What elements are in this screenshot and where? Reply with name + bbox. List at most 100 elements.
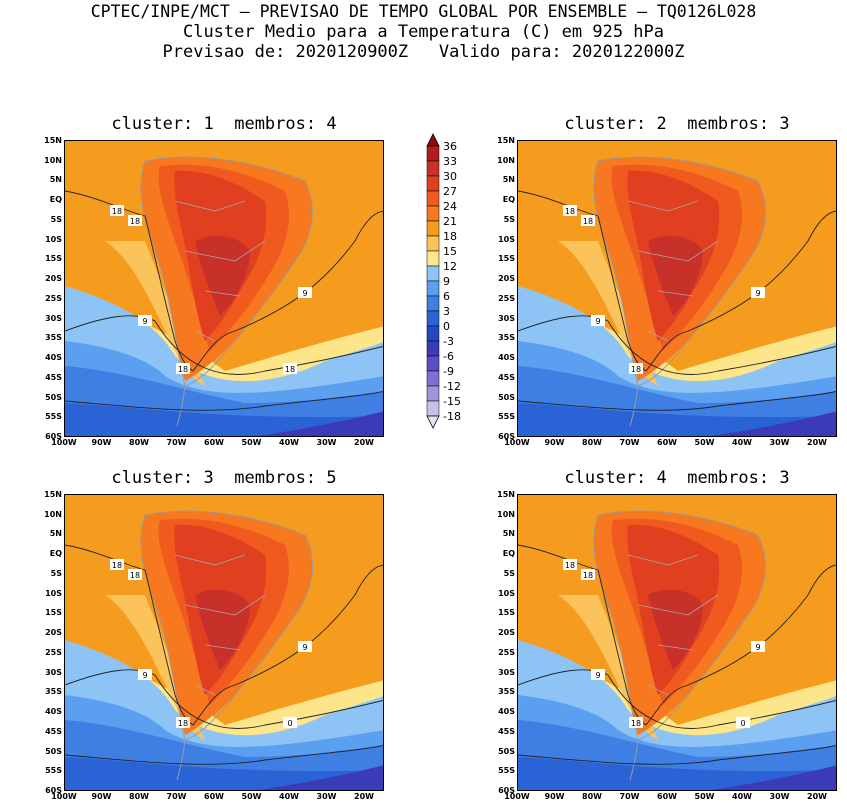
x-tick-label: 60W	[204, 438, 224, 447]
y-tick-label: 30S	[45, 313, 62, 323]
x-tick-label: 90W	[91, 438, 112, 447]
colorbar-swatch	[426, 205, 440, 222]
colorbar-swatch	[426, 325, 440, 342]
header-line-1: CPTEC/INPE/MCT – PREVISAO DE TEMPO GLOBA…	[90, 2, 757, 21]
y-tick-label: 10S	[45, 234, 62, 244]
y-tick-label: 45S	[45, 726, 62, 736]
y-tick-label: 40S	[498, 707, 515, 717]
y-tick-label: 30S	[498, 667, 515, 677]
panel-2-title: cluster: 2 membros: 3	[564, 114, 790, 134]
contour-label: 18	[283, 363, 297, 374]
contour-label: 9	[298, 287, 312, 298]
svg-text:18: 18	[130, 571, 140, 580]
contour-line	[518, 315, 836, 375]
colorbar: 36 33 30 27 24 21 18 15 12 9 6 3 0 -3 -6 -9 -12 -15 -18	[423, 132, 493, 446]
svg-text:18: 18	[565, 561, 575, 570]
y-tick-label: 45S	[498, 372, 515, 382]
svg-text:9: 9	[755, 289, 760, 298]
contour-line	[65, 544, 383, 726]
contour-label: 9	[751, 641, 765, 652]
contour-line	[518, 190, 836, 372]
svg-text:18: 18	[178, 365, 188, 374]
y-tick-label: 10S	[498, 234, 515, 244]
contour-line	[518, 390, 836, 411]
x-tick-label: 70W	[619, 792, 640, 801]
colorbar-swatch	[426, 355, 440, 372]
contour-label: 18	[563, 205, 577, 216]
svg-text:18: 18	[178, 719, 188, 728]
y-tick-label: EQ	[502, 549, 515, 559]
colorbar-label: -3	[443, 335, 454, 348]
colorbar-label: 27	[443, 185, 457, 198]
temperature-band	[258, 411, 383, 436]
svg-text:18: 18	[130, 217, 140, 226]
svg-text:18: 18	[565, 207, 575, 216]
y-tick-label: 10N	[44, 509, 62, 519]
svg-text:0: 0	[287, 719, 292, 728]
y-tick-label: 25S	[498, 647, 515, 657]
y-tick-label: 55S	[45, 766, 62, 776]
x-tick-label: 30W	[316, 792, 337, 801]
colorbar-swatch	[426, 145, 440, 162]
colorbar-label: 6	[443, 290, 450, 303]
x-tick-label: 70W	[166, 792, 187, 801]
y-tick-label: 40S	[498, 353, 515, 363]
y-tick-label: 35S	[498, 333, 515, 343]
contour-label: 9	[751, 287, 765, 298]
svg-text:18: 18	[631, 719, 641, 728]
contour-line	[65, 744, 383, 765]
svg-text:9: 9	[142, 671, 147, 680]
temperature-band	[518, 757, 836, 790]
country-borders	[174, 200, 266, 342]
y-tick-label: 20S	[45, 274, 62, 284]
contour-label: 9	[298, 641, 312, 652]
x-tick-label: 30W	[769, 792, 790, 801]
y-tick-label: 20S	[498, 274, 515, 284]
svg-text:0: 0	[740, 719, 745, 728]
y-tick-label: 15N	[497, 490, 515, 499]
header-line-3: Previsao de: 2020120900Z Valido para: 20…	[162, 42, 685, 62]
y-tick-label: 50S	[498, 746, 515, 756]
y-tick-label: 10N	[497, 155, 515, 165]
y-tick-label: 35S	[45, 687, 62, 697]
x-tick-label: 80W	[582, 792, 602, 801]
svg-text:9: 9	[595, 317, 600, 326]
x-tick-label: 100W	[504, 792, 530, 801]
y-tick-label: 10S	[45, 588, 62, 598]
svg-text:18: 18	[285, 365, 295, 374]
y-tick-label: 35S	[45, 333, 62, 343]
x-tick-label: 80W	[582, 438, 602, 447]
y-tick-label: 50S	[45, 392, 62, 402]
y-tick-label: 15N	[44, 490, 62, 499]
y-tick-label: 10N	[44, 155, 62, 165]
y-tick-label: 25S	[498, 293, 515, 303]
x-tick-label: 20W	[807, 792, 827, 801]
x-tick-label: 40W	[732, 792, 752, 801]
svg-text:9: 9	[142, 317, 147, 326]
svg-text:18: 18	[583, 571, 593, 580]
contour-line	[65, 315, 383, 375]
y-tick-label: 5S	[503, 214, 515, 224]
x-tick-label: 50W	[241, 438, 262, 447]
contour-label: 18	[176, 363, 190, 374]
x-tick-label: 100W	[51, 792, 77, 801]
x-tick-label: 70W	[619, 438, 640, 447]
colorbar-label: 12	[443, 260, 457, 273]
y-tick-label: 15S	[45, 608, 62, 618]
y-tick-label: 60S	[498, 786, 515, 795]
map-panel-2: 18 18 18 9 9	[517, 140, 837, 437]
x-tick-label: 60W	[657, 792, 677, 801]
svg-text:18: 18	[112, 561, 122, 570]
svg-text:18: 18	[631, 365, 641, 374]
contour-label: 18	[581, 215, 595, 226]
x-tick-label: 30W	[769, 438, 790, 447]
colorbar-swatch	[426, 160, 440, 177]
map-panel-4: 18 18 18 9 9 0	[517, 494, 837, 791]
panel-3-title: cluster: 3 membros: 5	[111, 468, 337, 488]
temperature-field: 18 18 18 9 9 18	[65, 141, 383, 436]
svg-text:18: 18	[583, 217, 593, 226]
contour-label: 9	[591, 669, 605, 680]
contour-label: 18	[176, 717, 190, 728]
y-tick-label: 25S	[45, 647, 62, 657]
y-tick-label: 35S	[498, 687, 515, 697]
